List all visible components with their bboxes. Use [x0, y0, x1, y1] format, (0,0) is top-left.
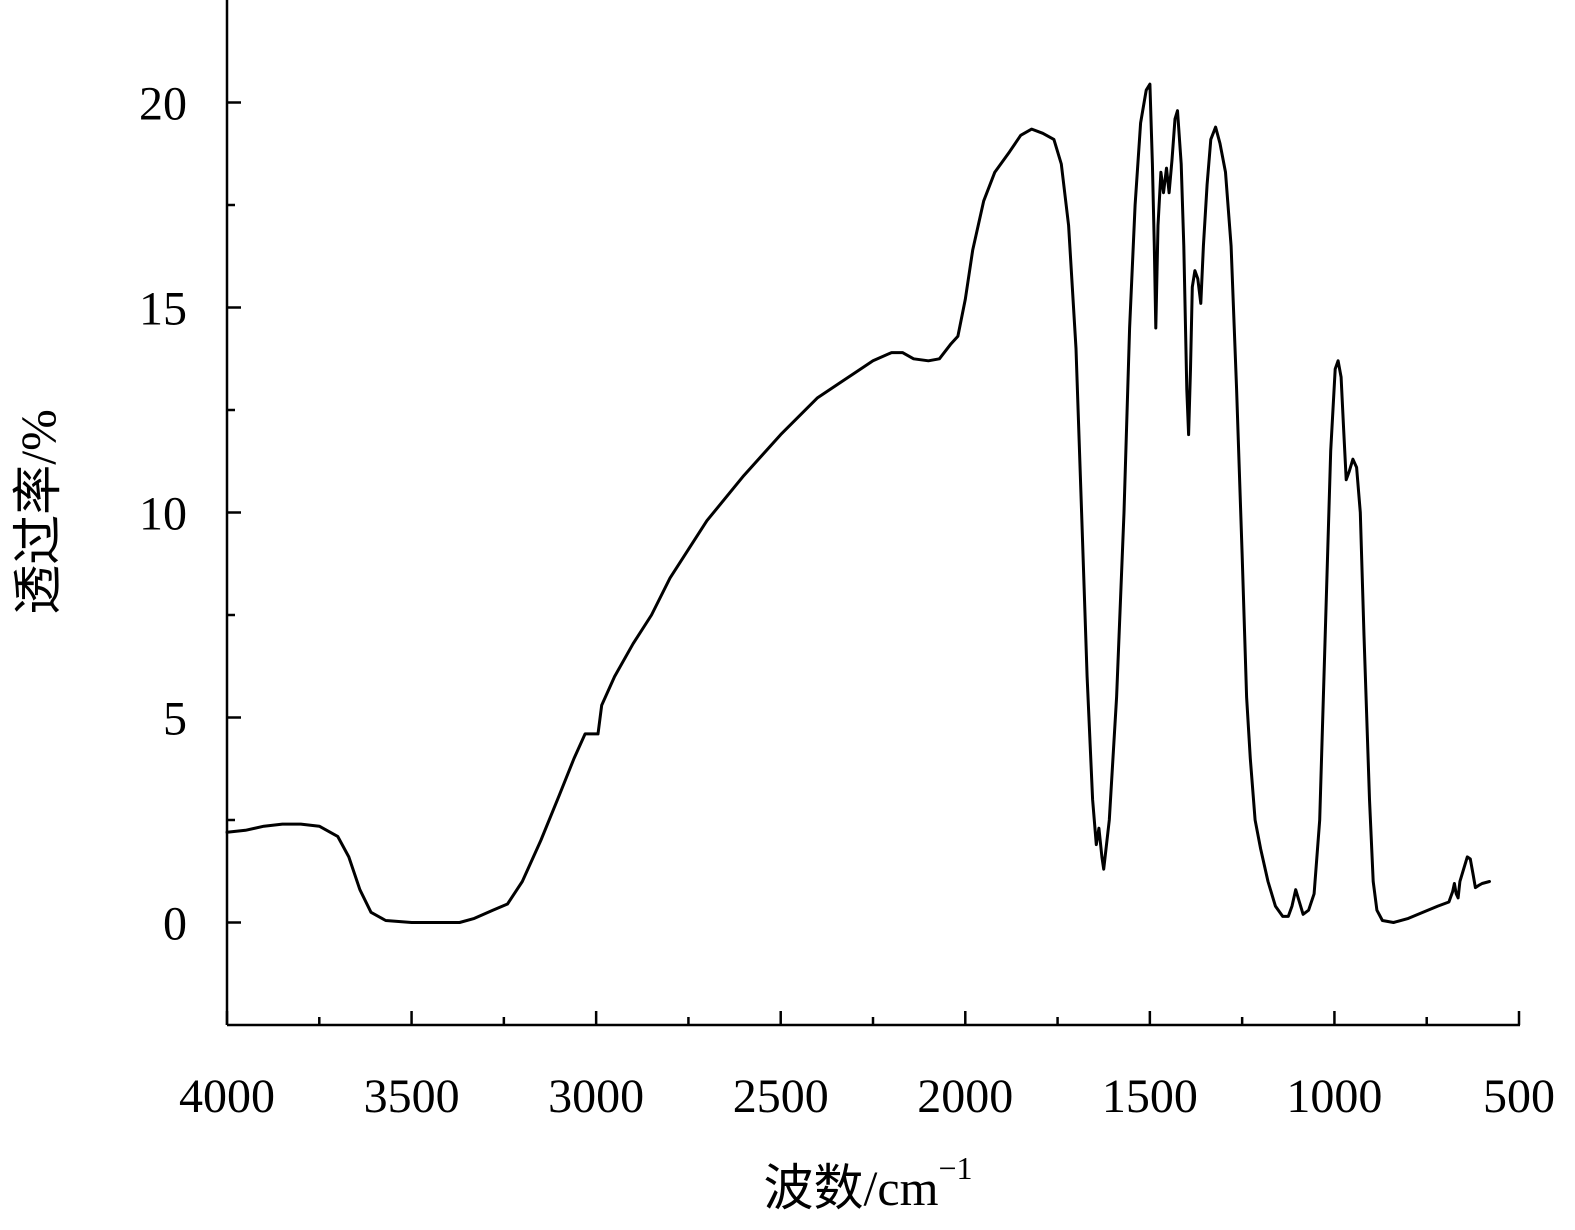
y-major-ticks [227, 101, 241, 924]
x-tick-label: 1500 [1102, 1070, 1198, 1123]
y-tick-label: 10 [139, 488, 187, 541]
x-tick-label: 2000 [917, 1070, 1013, 1123]
y-tick-label: 5 [163, 693, 187, 746]
y-tick-label: 20 [139, 78, 187, 131]
x-tick-label: 2500 [733, 1070, 829, 1123]
y-minor-ticks [227, 203, 235, 822]
x-tick-label: 3500 [364, 1070, 460, 1123]
x-axis-title-superscript: −1 [938, 1150, 972, 1186]
x-axis-title: 波数/cm−1 [763, 1150, 972, 1216]
y-tick-label: 15 [139, 283, 187, 336]
x-tick-label: 1000 [1286, 1070, 1382, 1123]
y-axis-title: 透过率/% [10, 409, 66, 615]
x-tick-labels: 4000 3500 3000 2500 2000 1500 1000 500 [179, 1070, 1555, 1123]
x-axis-title-main: 波数/cm [763, 1160, 938, 1216]
x-tick-label: 500 [1483, 1070, 1555, 1123]
x-minor-ticks [318, 1017, 1428, 1025]
x-tick-label: 3000 [548, 1070, 644, 1123]
y-tick-labels: 0 5 10 15 20 [139, 78, 187, 951]
spectrum-line [225, 82, 1491, 924]
y-tick-label: 0 [163, 898, 187, 951]
x-tick-label: 4000 [179, 1070, 275, 1123]
